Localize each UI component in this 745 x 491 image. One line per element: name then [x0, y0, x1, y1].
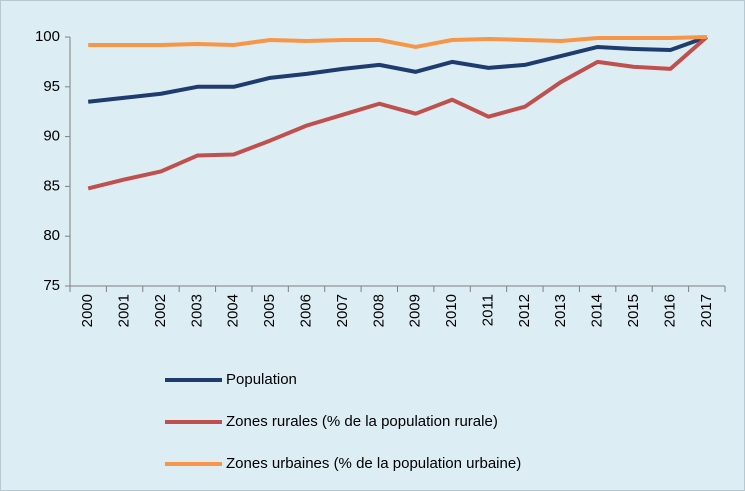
y-tick-label: 100 [35, 28, 60, 45]
x-tick-label: 2008 [370, 294, 387, 327]
y-tick-label: 85 [43, 177, 60, 194]
legend-label: Population [226, 371, 297, 388]
legend-label: Zones rurales (% de la population rurale… [226, 413, 498, 430]
line-series [87, 35, 708, 104]
x-tick-label: 2014 [589, 294, 606, 327]
x-tick-label: 2010 [443, 294, 460, 327]
y-tick-label: 75 [43, 277, 60, 294]
x-tick-label: 2012 [516, 294, 533, 327]
x-tick-label: 2007 [334, 294, 351, 327]
x-tick-label: 2004 [225, 294, 242, 327]
x-tick-label: 2005 [261, 294, 278, 327]
legend-label: Zones urbaines (% de la population urbai… [226, 455, 521, 472]
x-tick-label: 2009 [407, 294, 424, 327]
y-tick-label: 80 [43, 227, 60, 244]
x-tick-label: 2016 [661, 294, 678, 327]
x-tick-label: 2013 [552, 294, 569, 327]
line-series [87, 35, 709, 191]
x-tick-label: 2015 [625, 294, 642, 327]
x-tick-label: 2006 [297, 294, 314, 327]
x-tick-label: 2002 [152, 294, 169, 327]
x-tick-label: 2011 [479, 294, 496, 326]
x-tick-label: 2001 [116, 294, 133, 327]
x-tick-label: 2003 [188, 294, 205, 327]
x-tick-label: 2017 [698, 294, 715, 327]
x-tick-label: 2000 [79, 294, 96, 327]
y-tick-label: 90 [43, 128, 60, 145]
line-series [88, 35, 707, 49]
y-tick-label: 95 [43, 78, 60, 95]
